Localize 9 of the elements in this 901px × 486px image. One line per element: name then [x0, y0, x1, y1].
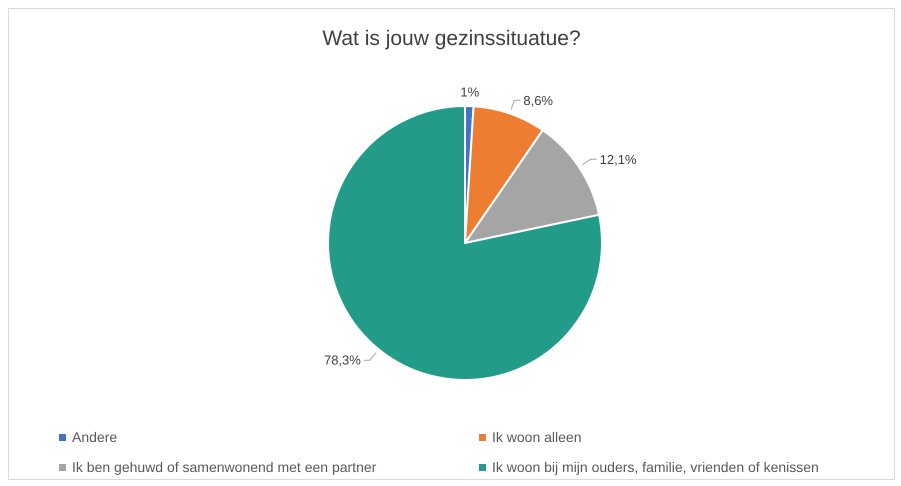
legend-label: Ik ben gehuwd of samenwonend met een partner: [72, 459, 376, 475]
data-label: 1%: [460, 84, 480, 100]
legend-label: Andere: [72, 429, 118, 445]
legend-label: Ik woon alleen: [492, 429, 582, 445]
legend-label: Ik woon bij mijn ouders, familie, vrienden of kenissen: [492, 459, 819, 475]
data-label: 78,3%: [324, 352, 362, 368]
data-label: 12,1%: [600, 152, 637, 167]
data-label: 8,6%: [523, 92, 554, 108]
chart-title: Wat is jouw gezinssituatue?: [321, 27, 582, 51]
